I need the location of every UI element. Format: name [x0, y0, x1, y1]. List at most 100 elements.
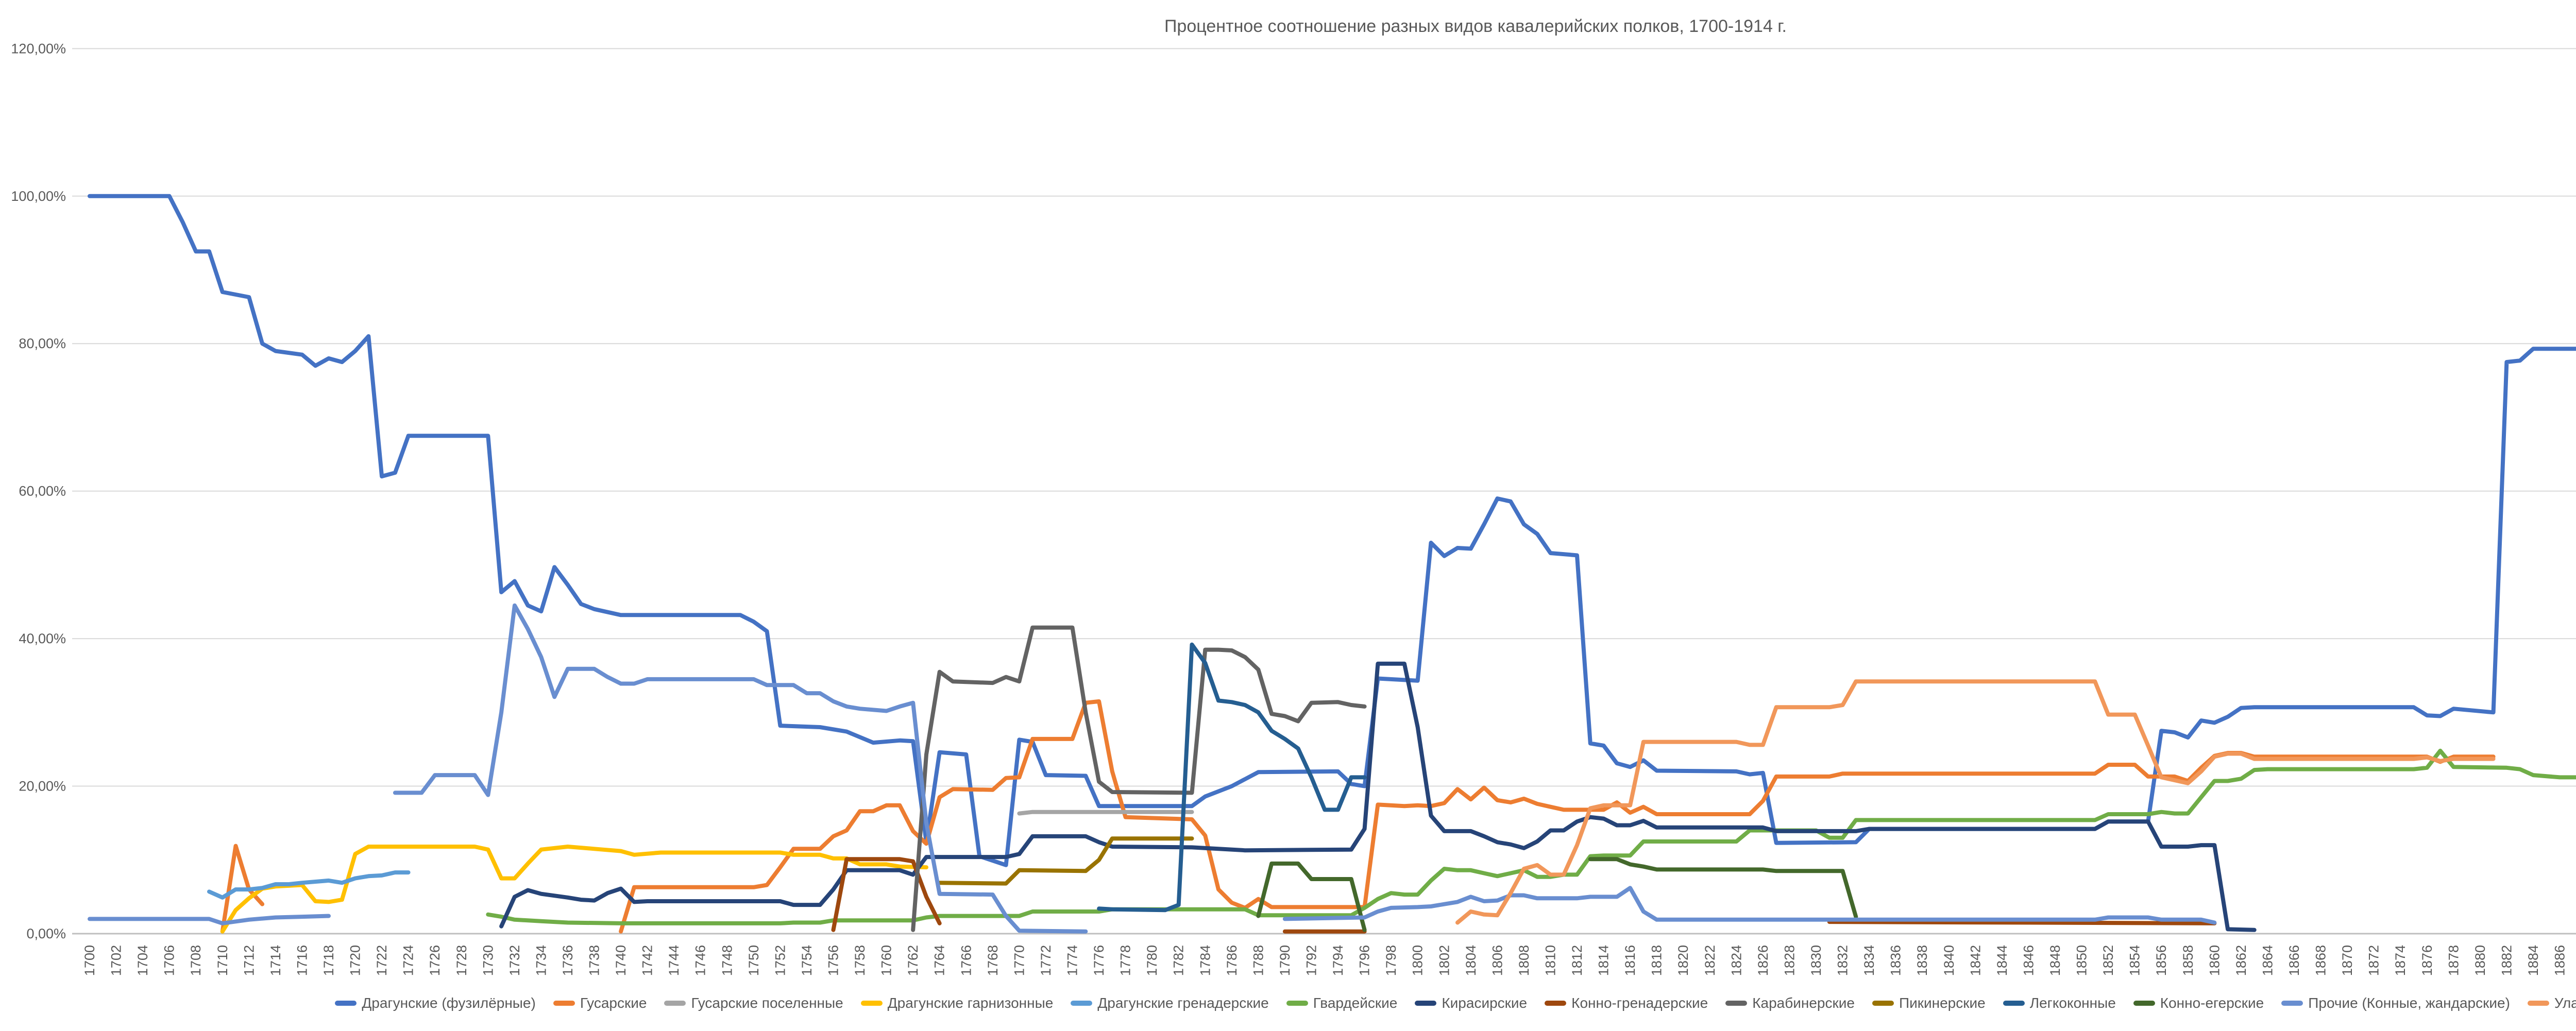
x-tick-label: 1728: [454, 945, 469, 976]
legend-label: Гусарские: [580, 995, 647, 1011]
x-tick-label: 1810: [1543, 945, 1558, 976]
series-line-4: [207, 870, 411, 900]
x-tick-label: 1850: [2074, 945, 2090, 976]
x-axis: 1700 1702 1704 1706 1708 1710 1712 1714 1716 1718…: [82, 945, 2568, 976]
x-tick-label: 1848: [2047, 945, 2063, 976]
x-tick-label: 1774: [1064, 945, 1080, 976]
legend-label: Кирасирские: [1442, 995, 1528, 1011]
x-tick-label: 1782: [1171, 945, 1187, 976]
series-line-12: [1282, 886, 2217, 925]
x-tick-label: 1756: [826, 945, 841, 976]
legend-swatch-icon: [1071, 1001, 1093, 1006]
x-tick-label: 1824: [1728, 945, 1744, 976]
x-tick-label: 1732: [507, 945, 522, 976]
x-tick-label: 1876: [2419, 945, 2435, 976]
series-line-8: [911, 625, 1367, 932]
legend-item: Драгунские гренадерские: [1071, 995, 1269, 1011]
x-tick-label: 1730: [480, 945, 496, 976]
legend-item: Кирасирские: [1415, 995, 1527, 1011]
x-tick-label: 1842: [1968, 945, 1983, 976]
plot-area: [88, 194, 2576, 934]
x-tick-label: 1742: [640, 945, 655, 976]
x-tick-label: 1828: [1782, 945, 1797, 976]
legend-label: Конно-гренадерские: [1571, 995, 1708, 1011]
x-tick-label: 1802: [1436, 945, 1452, 976]
x-tick-label: 1806: [1489, 945, 1505, 976]
legend-label: Гусарские поселенные: [691, 995, 843, 1011]
x-tick-label: 1772: [1038, 945, 1054, 976]
x-tick-label: 1700: [82, 945, 97, 976]
series-line-7: [1827, 920, 2217, 925]
legend-swatch-icon: [1545, 1001, 1567, 1006]
x-tick-label: 1878: [2446, 945, 2461, 976]
x-tick-label: 1792: [1303, 945, 1319, 976]
x-tick-label: 1778: [1118, 945, 1133, 976]
y-tick-label: 100,00%: [11, 188, 66, 204]
x-tick-label: 1722: [374, 945, 389, 976]
legend-swatch-icon: [2281, 1001, 2303, 1006]
y-tick-label: 60,00%: [19, 484, 66, 499]
x-tick-label: 1800: [1410, 945, 1426, 976]
series-line-5: [486, 748, 2576, 925]
legend-swatch-icon: [1872, 1001, 1894, 1006]
x-tick-label: 1846: [2021, 945, 2036, 976]
x-tick-label: 1770: [1011, 945, 1027, 976]
legend-item: Карабинерские: [1725, 995, 1855, 1011]
x-tick-label: 1798: [1383, 945, 1399, 976]
x-tick-label: 1714: [268, 945, 283, 976]
legend-swatch-icon: [1725, 1001, 1748, 1006]
series-line-12: [393, 603, 1088, 934]
x-tick-label: 1710: [215, 945, 230, 976]
x-tick-label: 1726: [427, 945, 443, 976]
x-tick-label: 1712: [241, 945, 257, 976]
legend-swatch-icon: [2527, 1001, 2549, 1006]
legend-swatch-icon: [335, 1001, 357, 1006]
x-tick-label: 1854: [2127, 945, 2143, 976]
x-tick-label: 1762: [905, 945, 921, 976]
x-tick-label: 1744: [666, 945, 682, 976]
x-tick-label: 1718: [321, 945, 336, 976]
x-tick-label: 1872: [2366, 945, 2382, 976]
x-tick-label: 1788: [1250, 945, 1266, 976]
series-line-2: [1017, 810, 1194, 816]
series-line-11: [1256, 861, 1367, 932]
gridlines: [72, 48, 2576, 935]
legend-label: Конно-егерские: [2160, 995, 2264, 1011]
x-tick-label: 1750: [746, 945, 761, 976]
y-tick-label: 80,00%: [19, 336, 66, 351]
x-tick-label: 1716: [294, 945, 310, 976]
y-tick-label: 40,00%: [19, 631, 66, 646]
x-tick-label: 1812: [1569, 945, 1585, 976]
x-tick-label: 1796: [1357, 945, 1372, 976]
x-tick-label: 1786: [1224, 945, 1240, 976]
legend-swatch-icon: [553, 1001, 575, 1006]
x-tick-label: 1816: [1622, 945, 1638, 976]
x-tick-label: 1768: [985, 945, 1001, 976]
x-tick-label: 1790: [1277, 945, 1293, 976]
x-tick-label: 1822: [1702, 945, 1718, 976]
legend-label: Уланские: [2554, 995, 2576, 1011]
x-tick-label: 1758: [852, 945, 868, 976]
series-line-1: [220, 844, 265, 934]
legend-label: Драгунские гарнизонные: [887, 995, 1054, 1011]
x-tick-label: 1826: [1755, 945, 1771, 976]
x-tick-label: 1818: [1649, 945, 1665, 976]
legend-label: Драгунские (фузилёрные): [362, 995, 536, 1011]
y-tick-label: 20,00%: [19, 779, 66, 794]
legend-swatch-icon: [2133, 1001, 2155, 1006]
x-tick-label: 1830: [1808, 945, 1824, 976]
legend-swatch-icon: [1415, 1001, 1437, 1006]
x-tick-label: 1868: [2313, 945, 2329, 976]
x-tick-label: 1844: [1994, 945, 2010, 976]
x-tick-label: 1862: [2233, 945, 2249, 976]
legend-item: Конно-гренадерские: [1545, 995, 1708, 1011]
legend: Драгунские (фузилёрные) Гусарские Гусарски…: [0, 995, 2576, 1011]
series-line-13: [1455, 679, 2496, 925]
x-tick-label: 1764: [932, 945, 947, 976]
x-tick-label: 1864: [2260, 945, 2275, 976]
legend-item: Гвардейские: [1286, 995, 1397, 1011]
x-tick-label: 1780: [1144, 945, 1160, 976]
legend-item: Конно-егерские: [2133, 995, 2264, 1011]
legend-item: Легкоконные: [2003, 995, 2116, 1011]
